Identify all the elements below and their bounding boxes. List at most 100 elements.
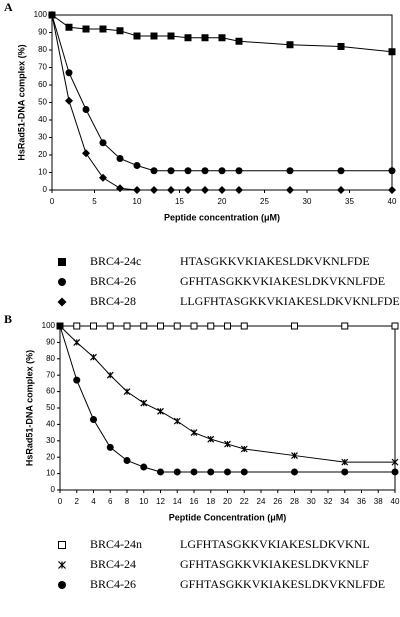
legend-label: BRC4-24: [90, 557, 136, 571]
legend-label: BRC4-24n: [90, 537, 142, 551]
marker: [173, 468, 181, 476]
marker: [73, 322, 81, 330]
marker: [116, 27, 124, 35]
legend-sequence: LGFHTASGKKVKIAKESLDKVKNL: [180, 537, 370, 551]
y-axis-label: HsRad51-DNA complex (%): [16, 44, 26, 160]
marker: [90, 322, 97, 330]
x-tick-label: 28: [290, 497, 299, 506]
x-tick-label: 14: [173, 497, 182, 506]
marker: [133, 186, 141, 194]
x-tick-label: 0: [58, 497, 63, 506]
marker: [157, 468, 164, 476]
marker: [65, 23, 73, 31]
marker: [207, 322, 215, 330]
x-tick-label: 24: [257, 497, 266, 506]
marker: [218, 34, 226, 42]
x-tick-label: 40: [391, 497, 400, 506]
marker: [286, 41, 294, 49]
y-tick-label: 80: [46, 354, 55, 363]
y-tick-label: 40: [38, 115, 47, 124]
y-tick-label: 60: [46, 387, 55, 396]
marker: [123, 388, 131, 396]
marker: [207, 435, 215, 443]
marker: [150, 167, 158, 175]
marker: [116, 184, 124, 193]
marker: [218, 186, 226, 194]
y-tick-label: 40: [46, 420, 55, 429]
marker: [90, 415, 97, 423]
x-tick-label: 0: [50, 197, 55, 206]
marker: [106, 371, 114, 379]
legend-label: BRC4-28: [90, 294, 136, 308]
marker: [65, 96, 73, 105]
panel-label: A: [4, 0, 13, 14]
legend-sequence: HTASGKKVKIAKESLDKVKNLFDE: [180, 254, 370, 268]
marker: [291, 322, 298, 330]
panel-label: B: [4, 312, 12, 326]
marker: [58, 561, 66, 569]
x-tick-label: 16: [190, 497, 199, 506]
legend-sequence: GFHTASGKKVKIAKESLDKVKNLFDE: [180, 577, 385, 591]
x-tick-label: 40: [388, 197, 397, 206]
y-tick-label: 80: [38, 45, 47, 54]
marker: [388, 167, 396, 175]
marker: [184, 34, 192, 42]
y-tick-label: 90: [38, 28, 47, 37]
marker: [58, 258, 66, 266]
x-tick-label: 38: [374, 497, 383, 506]
marker: [106, 443, 114, 451]
x-axis-label: Peptide concentration (μM): [164, 212, 280, 222]
y-tick-label: 30: [46, 436, 55, 445]
marker: [337, 186, 345, 194]
marker: [123, 456, 131, 464]
x-tick-label: 10: [133, 197, 142, 206]
y-tick-label: 90: [46, 338, 55, 347]
marker: [388, 186, 396, 194]
y-tick-label: 30: [38, 133, 47, 142]
y-tick-label: 60: [38, 80, 47, 89]
x-tick-label: 6: [108, 497, 113, 506]
x-tick-label: 34: [340, 497, 349, 506]
marker: [286, 167, 294, 175]
marker: [184, 186, 192, 194]
marker: [224, 440, 231, 448]
marker: [291, 468, 298, 476]
marker: [173, 417, 181, 425]
marker: [218, 167, 226, 175]
legend-sequence: GFHTASGKKVKIAKESLDKVKNLFDE: [180, 274, 385, 288]
marker: [82, 106, 90, 113]
x-tick-label: 4: [91, 497, 96, 506]
legend-label: BRC4-26: [90, 577, 136, 591]
marker: [341, 458, 349, 466]
marker: [65, 69, 73, 77]
y-tick-label: 50: [38, 98, 47, 107]
marker: [190, 468, 198, 476]
x-tick-label: 8: [125, 497, 130, 506]
marker: [167, 186, 175, 194]
marker: [157, 407, 164, 415]
marker: [57, 297, 67, 307]
x-axis-label: Peptide Concentration (μM): [169, 512, 287, 522]
marker: [133, 32, 141, 40]
x-tick-label: 22: [240, 497, 249, 506]
marker: [235, 167, 243, 175]
marker: [150, 186, 158, 194]
y-axis-label: HsRad51-DNA complex (%): [24, 350, 34, 466]
marker: [286, 186, 294, 194]
marker: [99, 25, 107, 33]
marker: [90, 353, 97, 361]
marker: [201, 186, 209, 194]
legend-sequence: GFHTASGKKVKIAKESLDKVKNLF: [180, 557, 369, 571]
marker: [291, 452, 298, 459]
marker: [82, 25, 90, 33]
x-tick-label: 20: [223, 497, 232, 506]
marker: [133, 162, 141, 169]
marker: [150, 32, 158, 40]
marker: [341, 322, 349, 330]
y-tick-label: 10: [38, 168, 47, 177]
x-tick-label: 30: [303, 197, 312, 206]
marker: [190, 322, 198, 330]
marker: [391, 458, 399, 466]
marker: [173, 322, 181, 330]
